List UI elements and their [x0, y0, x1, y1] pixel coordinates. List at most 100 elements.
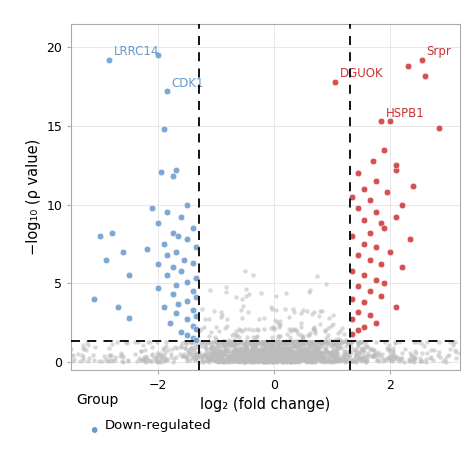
Point: [330, 346, 337, 354]
Point: [178, 213, 185, 221]
Point: [254, 346, 261, 354]
Point: [327, 350, 335, 357]
Point: [201, 352, 209, 359]
Point: [269, 345, 277, 352]
Point: [241, 350, 248, 358]
Point: [224, 355, 231, 362]
Point: [178, 339, 186, 347]
Point: [255, 349, 263, 356]
Point: [321, 326, 328, 333]
Point: [235, 357, 242, 365]
Point: [301, 351, 309, 359]
Point: [295, 339, 302, 347]
Point: [246, 353, 254, 361]
Point: [238, 353, 246, 360]
Point: [291, 352, 299, 360]
Point: [366, 256, 374, 264]
Point: [184, 348, 192, 356]
Point: [257, 353, 264, 360]
Point: [358, 354, 365, 362]
Point: [266, 339, 274, 347]
Point: [244, 354, 251, 361]
Point: [197, 338, 205, 346]
Point: [288, 351, 295, 358]
Point: [245, 351, 252, 359]
Point: [272, 358, 280, 365]
Point: [383, 356, 390, 364]
Point: [169, 264, 176, 271]
Point: [364, 343, 371, 351]
Point: [248, 353, 255, 361]
Point: [192, 352, 200, 360]
Point: [435, 348, 443, 356]
Point: [232, 349, 240, 356]
Point: [268, 305, 275, 313]
Point: [220, 353, 228, 360]
Point: [252, 350, 259, 358]
Point: [236, 338, 244, 346]
Point: [249, 349, 256, 357]
Point: [231, 347, 238, 355]
Point: [239, 349, 247, 356]
Point: [233, 357, 240, 365]
Point: [268, 346, 275, 354]
Point: [236, 358, 243, 365]
Point: [156, 357, 164, 365]
Point: [434, 352, 442, 359]
Point: [202, 356, 210, 364]
Point: [269, 338, 277, 346]
Point: [261, 354, 268, 362]
Point: [181, 344, 189, 352]
Point: [251, 354, 259, 361]
Point: [300, 356, 308, 364]
Point: [260, 347, 268, 355]
Point: [266, 355, 274, 362]
Point: [324, 324, 331, 332]
Point: [228, 357, 235, 365]
Point: [239, 356, 246, 364]
Point: [256, 346, 264, 353]
Point: [231, 346, 239, 354]
Point: [254, 352, 261, 360]
Point: [299, 347, 306, 355]
Point: [281, 306, 289, 313]
Point: [219, 347, 226, 355]
Point: [215, 347, 223, 355]
Point: [276, 333, 284, 340]
Point: [329, 337, 337, 345]
Point: [207, 345, 215, 353]
Point: [352, 351, 360, 359]
Point: [280, 357, 288, 365]
Point: [210, 356, 218, 364]
Point: [111, 354, 118, 361]
Point: [298, 352, 306, 359]
Point: [268, 357, 275, 365]
Point: [245, 350, 252, 358]
Point: [319, 353, 326, 361]
Point: [257, 348, 265, 356]
Point: [262, 351, 269, 359]
Point: [194, 352, 202, 359]
Point: [285, 353, 293, 361]
Point: [324, 338, 332, 346]
Point: [284, 350, 292, 358]
Point: [263, 338, 270, 346]
Point: [321, 338, 328, 346]
Point: [302, 356, 310, 364]
Point: [378, 292, 385, 300]
Point: [146, 357, 154, 365]
Point: [323, 356, 331, 363]
Point: [302, 346, 310, 354]
Point: [161, 356, 168, 364]
Point: [191, 344, 199, 352]
Point: [243, 354, 251, 362]
Point: [268, 343, 275, 351]
Point: [254, 346, 262, 354]
Point: [262, 338, 270, 346]
Point: [322, 337, 330, 345]
Point: [341, 330, 348, 337]
Point: [228, 349, 236, 356]
Point: [411, 354, 419, 361]
Point: [275, 348, 283, 356]
Point: [234, 351, 241, 358]
